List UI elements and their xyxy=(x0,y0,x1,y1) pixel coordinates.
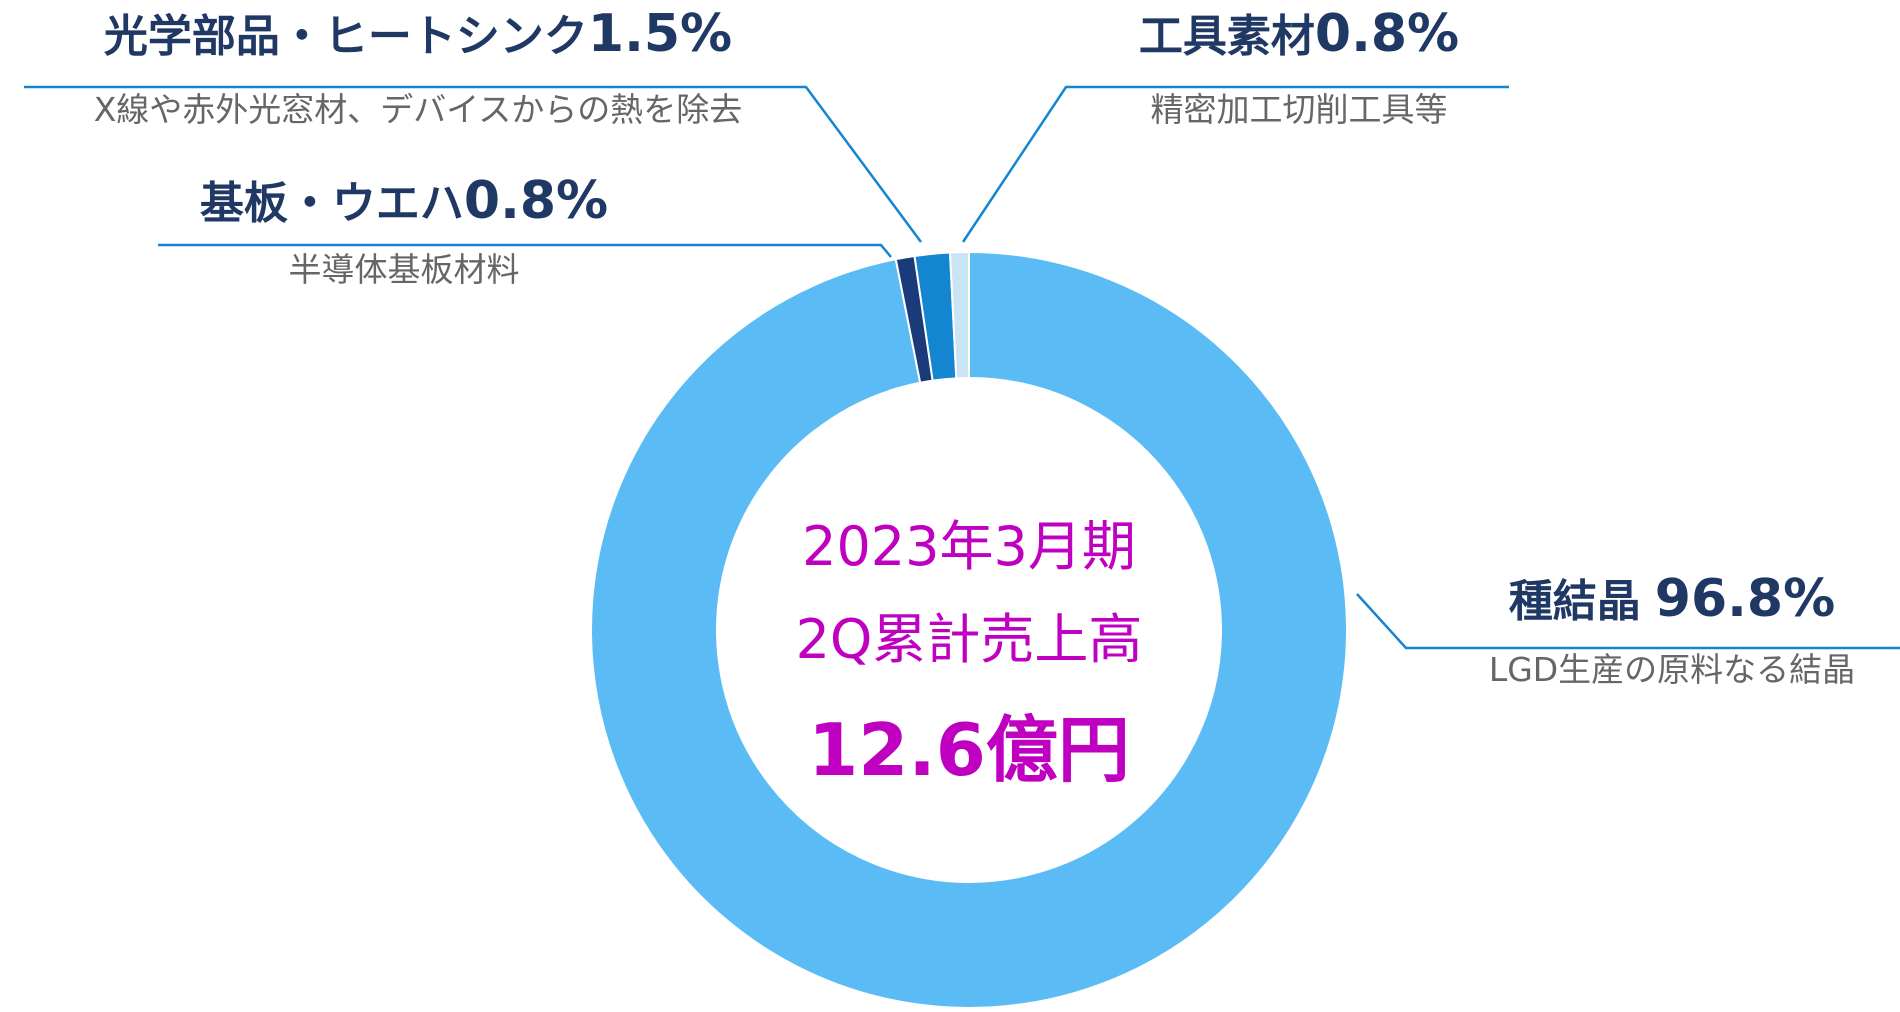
slice-label: 基板・ウエハ0.8% xyxy=(200,171,608,231)
slice-label: 光学部品・ヒートシンク1.5% xyxy=(104,4,732,64)
donut-slice xyxy=(948,250,970,380)
description: LGD生産の原料なる結晶 xyxy=(1489,650,1855,689)
total-label: 12.6億円 xyxy=(808,708,1130,792)
slice-label: 工具素材0.8% xyxy=(1139,4,1459,64)
category-name: 種結晶 xyxy=(1509,576,1641,627)
category-name: 基板・ウエハ xyxy=(200,178,464,229)
center-title: 2Q累計売上高 xyxy=(796,608,1143,671)
value-label: 1.5% xyxy=(588,4,732,64)
value-label: 0.8% xyxy=(1315,4,1459,64)
donut-slice xyxy=(590,250,1348,1009)
description: X線や赤外光窓材、デバイスからの熱を除去 xyxy=(94,90,743,129)
center-title: 2023年3月期 xyxy=(802,515,1136,578)
value-label: 0.8% xyxy=(464,171,608,231)
value-label: 96.8% xyxy=(1655,569,1835,629)
leader-line xyxy=(1356,593,1900,650)
leader-line xyxy=(158,243,892,258)
slice-label: 種結晶 96.8% xyxy=(1509,569,1835,629)
leader-line xyxy=(961,85,1509,243)
description: 半導体基板材料 xyxy=(289,250,520,289)
leader-line xyxy=(24,85,923,243)
category-name: 光学部品・ヒートシンク xyxy=(104,11,588,62)
category-name: 工具素材 xyxy=(1139,11,1315,62)
description: 精密加工切削工具等 xyxy=(1151,90,1448,129)
